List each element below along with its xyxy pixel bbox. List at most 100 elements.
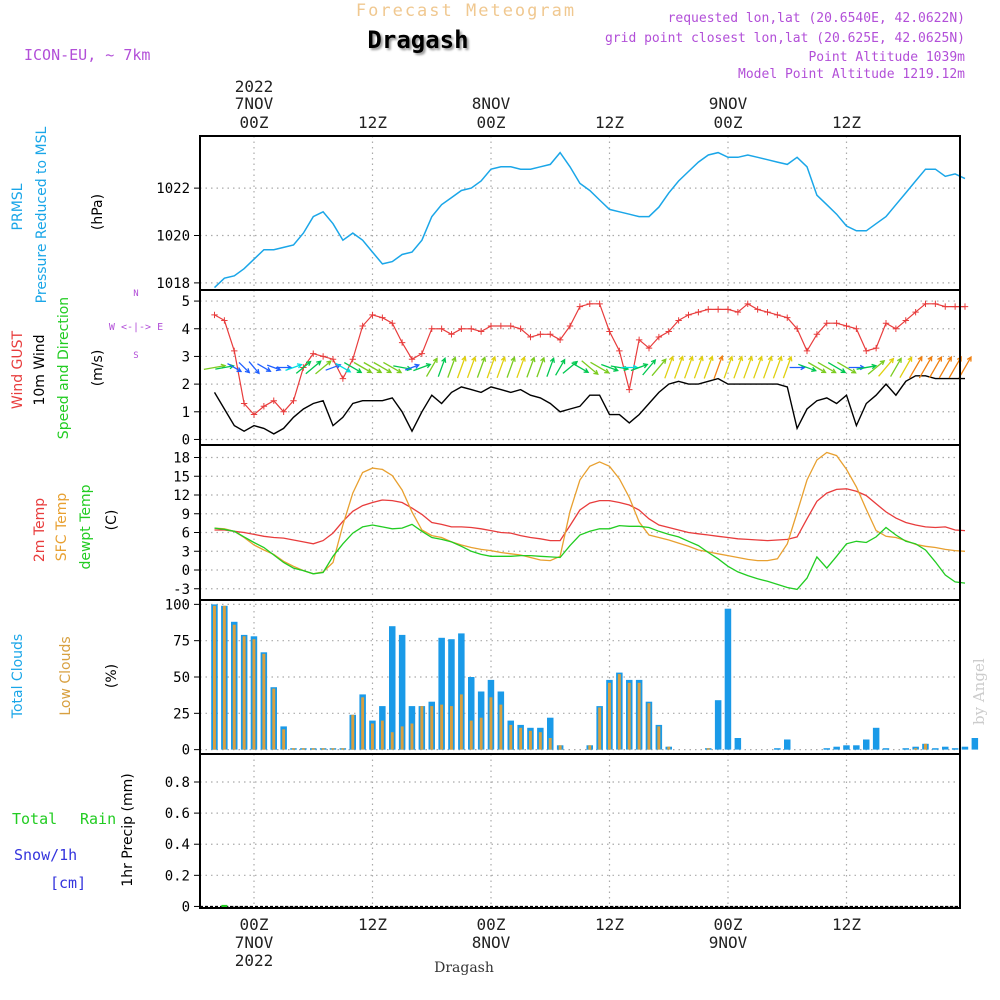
total-cloud-bar — [902, 748, 909, 750]
low-cloud-bar — [914, 748, 918, 750]
low-cloud-bar — [292, 748, 295, 750]
wind-arrow — [353, 361, 373, 374]
total-cloud-bar — [468, 677, 475, 750]
wind-arrow — [571, 362, 590, 374]
wind-arrow — [743, 355, 754, 379]
label-wind-gust: Wind GUST — [10, 330, 26, 409]
total-cloud-bar — [951, 748, 959, 750]
label-2m-temp: 2m Temp — [32, 498, 48, 562]
gust-marker — [290, 397, 297, 404]
low-cloud-bar — [232, 624, 236, 750]
gust-marker — [250, 411, 258, 418]
gust-marker — [398, 339, 406, 346]
total-cloud-bar — [438, 637, 445, 750]
gust-marker — [349, 355, 356, 363]
label-hpa: (hPa) — [90, 194, 106, 230]
top-tick-label: 12Z — [358, 113, 387, 132]
low-cloud-bar — [390, 732, 394, 750]
wind-arrow — [651, 358, 667, 377]
label-total: Total — [12, 810, 57, 828]
pressure-grid: 1018 1020 1022 — [156, 136, 960, 292]
wind-arrow — [413, 363, 432, 372]
gust-marker — [517, 325, 524, 332]
top-day-3: 9NOV — [709, 94, 748, 113]
gust-marker — [339, 375, 347, 382]
gust-marker — [833, 320, 840, 327]
gust-marker — [438, 325, 445, 332]
low-cloud-bar — [479, 717, 483, 750]
total-cloud-bar — [833, 746, 840, 750]
info-line-4: Model Point Altitude 1219.12m — [738, 67, 965, 82]
gust-marker — [477, 328, 485, 335]
y-tick-label: 3 — [182, 349, 190, 365]
wind-arrow — [918, 355, 933, 379]
low-cloud-bar — [420, 706, 424, 750]
gust-marker — [428, 325, 435, 332]
wind-arrow — [496, 355, 506, 379]
total-cloud-bar — [784, 739, 791, 750]
label-1hr-precip: 1hr Precip (mm) — [120, 773, 136, 886]
gust-marker — [784, 314, 791, 321]
label-percent: (%) — [104, 664, 120, 688]
wind-arrow — [257, 363, 272, 373]
gust-marker — [566, 322, 574, 330]
wind-arrow — [928, 355, 943, 379]
wind-arrow — [762, 355, 773, 379]
low-cloud-bar — [311, 748, 315, 750]
gust-marker — [408, 355, 416, 363]
low-cloud-bar — [361, 697, 365, 750]
total-cloud-bar — [971, 738, 979, 750]
gust-marker — [695, 308, 702, 316]
total-cloud-bar — [547, 717, 554, 750]
gust-marker — [310, 350, 317, 357]
y-tick-label: 75 — [173, 634, 190, 650]
total-cloud-bar — [724, 608, 732, 750]
gust-marker — [240, 400, 248, 407]
gust-marker — [764, 308, 771, 316]
wind-arrow — [807, 361, 827, 374]
gust-marker — [270, 397, 277, 404]
label-prmsl: PRMSL — [10, 183, 26, 230]
gust-marker — [418, 350, 426, 357]
total-cloud-bar — [863, 739, 870, 750]
gust-marker — [724, 306, 732, 313]
series-dewpt-temp — [214, 523, 966, 591]
low-cloud-bar — [213, 605, 216, 750]
label-celsius: (C) — [104, 510, 120, 531]
gust-marker — [734, 308, 742, 316]
low-cloud-bar — [272, 688, 276, 750]
gust-marker — [606, 328, 613, 335]
gust-marker — [280, 408, 287, 415]
gust-marker — [714, 306, 722, 313]
gust-marker — [882, 320, 890, 327]
y-tick-label: 18 — [173, 451, 190, 467]
wind-arrow — [938, 355, 953, 379]
gust-marker — [892, 325, 900, 332]
clouds-grid: 0 25 50 75 100 — [165, 597, 960, 759]
low-cloud-bar — [617, 674, 621, 750]
y-tick-label: 1 — [182, 405, 190, 421]
bottom-year: 2022 — [235, 951, 274, 970]
wind-arrow — [536, 356, 546, 378]
series-2m-temp — [214, 488, 966, 545]
low-cloud-bar — [450, 706, 453, 750]
top-year: 2022 — [235, 77, 274, 96]
wind-arrow — [878, 357, 895, 377]
y-tick-label: 4 — [182, 322, 190, 338]
gust-marker — [853, 325, 860, 332]
bottom-tick-label: 12Z — [358, 915, 387, 934]
precip-grid: 0 0.2 0.4 0.6 0.8 — [165, 754, 960, 915]
wind-arrow — [673, 355, 684, 379]
top-tick-label: 00Z — [477, 113, 506, 132]
label-ms: (m/s) — [90, 350, 106, 387]
y-tick-label: 1018 — [156, 276, 190, 292]
gust-marker — [951, 303, 959, 310]
label-dewpt-temp: dewpt Temp — [78, 484, 94, 569]
gust-marker — [487, 322, 495, 330]
low-cloud-bar — [400, 726, 404, 750]
gust-marker — [863, 347, 870, 355]
gust-marker — [448, 331, 455, 338]
gust-marker — [655, 333, 663, 341]
wind-arrow — [782, 355, 793, 379]
top-tick-label: 00Z — [714, 113, 743, 132]
